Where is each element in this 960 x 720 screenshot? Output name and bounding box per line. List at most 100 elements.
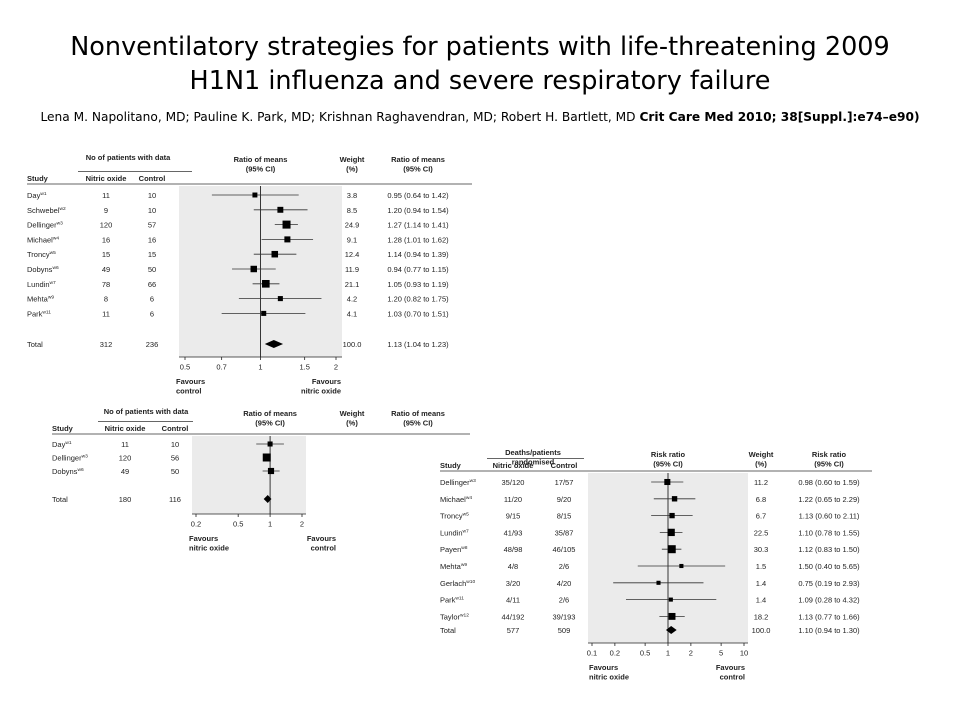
ci-value: 0.95 (0.64 to 1.42) (387, 191, 449, 200)
point-estimate-box (664, 478, 671, 486)
ci-header: Ratio of means (391, 155, 445, 164)
effect-header: Risk ratio (651, 450, 686, 459)
nitric-oxide-count: 35/120 (502, 478, 525, 487)
effect-ci-header: (95% CI) (246, 165, 276, 174)
ci-value: 1.12 (0.83 to 1.50) (798, 545, 860, 554)
nitric-oxide-count: 3/20 (506, 579, 521, 588)
ci-value: 1.13 (0.77 to 1.66) (798, 612, 860, 621)
ci-value: 1.50 (0.40 to 5.65) (798, 562, 860, 571)
control-count: 39/193 (553, 612, 576, 621)
control-count: 17/57 (555, 478, 574, 487)
favours-left-label-2: nitric oxide (589, 673, 629, 682)
x-tick-label: 2 (334, 363, 338, 372)
slide-title: Nonventilatory strategies for patients w… (0, 30, 960, 98)
study-label: Schwebelw2 (27, 206, 66, 215)
ci-value: 1.13 (0.60 to 2.11) (799, 512, 860, 521)
pooled-diamond (264, 340, 284, 348)
study-label: Michaelw4 (440, 495, 472, 504)
ci-value: 1.09 (0.28 to 4.32) (798, 596, 860, 605)
nitric-oxide-count: 15 (102, 250, 110, 259)
weight-value: 18.2 (754, 612, 769, 621)
col1-header: Nitric oxide (86, 174, 127, 183)
total-nitric-oxide: 312 (100, 340, 113, 349)
study-label: Mehtaw9 (440, 562, 467, 571)
point-estimate-box (261, 310, 267, 316)
study-label: Dobynsw6 (27, 265, 59, 274)
control-count: 46/105 (553, 545, 576, 554)
x-tick-label: 2 (300, 520, 304, 529)
point-estimate-box (250, 265, 257, 273)
nitric-oxide-count: 9/15 (506, 512, 521, 521)
x-tick-label: 10 (740, 649, 748, 658)
study-header: Study (52, 424, 74, 433)
favours-left-label-2: nitric oxide (189, 544, 229, 553)
ci-value: 1.20 (0.94 to 1.54) (387, 206, 449, 215)
point-estimate-box (671, 496, 678, 502)
nitric-oxide-count: 16 (102, 235, 110, 244)
x-tick-label: 1 (258, 363, 262, 372)
nitric-oxide-count: 120 (119, 454, 132, 463)
favours-left-label-2: control (176, 387, 201, 396)
nitric-oxide-count: 44/192 (502, 612, 525, 621)
weight-header: Weight (340, 409, 365, 418)
ci-value: 1.27 (1.14 to 1.41) (387, 221, 449, 230)
favours-left-label: Favours (589, 663, 618, 672)
weight-value: 24.9 (345, 221, 360, 230)
control-count: 66 (148, 280, 156, 289)
total-nitric-oxide: 577 (507, 626, 520, 635)
study-label: Parkw11 (27, 309, 51, 318)
study-label: Payenw8 (440, 545, 468, 554)
point-estimate-box (267, 441, 273, 447)
control-count: 56 (171, 454, 179, 463)
col2-header: Control (162, 424, 189, 433)
study-header: Study (27, 174, 49, 183)
favours-right-label: Favours (716, 663, 745, 672)
weight-value: 12.4 (345, 250, 360, 259)
point-estimate-box (262, 453, 271, 462)
effect-ci-header: (95% CI) (255, 419, 285, 428)
total-weight: 100.0 (752, 626, 771, 635)
x-tick-label: 2 (689, 649, 693, 658)
total-label: Total (27, 340, 43, 349)
point-estimate-box (679, 563, 684, 569)
study-label: Troncyw5 (27, 250, 56, 259)
ci-value: 0.75 (0.19 to 2.93) (798, 579, 860, 588)
total-nitric-oxide: 180 (119, 495, 132, 504)
x-tick-label: 1.5 (299, 363, 309, 372)
favours-right-label: Favours (307, 534, 336, 543)
ci-value: 1.28 (1.01 to 1.62) (387, 235, 449, 244)
weight-value: 21.1 (345, 280, 360, 289)
ci-value: 0.98 (0.60 to 1.59) (798, 478, 860, 487)
study-header: Study (440, 461, 462, 470)
weight-value: 1.4 (756, 579, 766, 588)
nitric-oxide-count: 49 (102, 265, 110, 274)
study-label: Troncyw5 (440, 512, 469, 521)
title-line-1: Nonventilatory strategies for patients w… (70, 32, 890, 62)
x-tick-label: 1 (666, 649, 670, 658)
group-header: No of patients with data (104, 407, 189, 416)
col2-header: Control (551, 461, 578, 470)
authors-citation: Lena M. Napolitano, MD; Pauline K. Park,… (40, 107, 920, 127)
x-tick-label: 0.2 (610, 649, 620, 658)
point-estimate-box (267, 467, 275, 475)
point-estimate-box (667, 545, 676, 554)
nitric-oxide-count: 11/20 (504, 495, 522, 504)
control-count: 8/15 (557, 512, 572, 521)
total-weight: 100.0 (343, 340, 362, 349)
total-control: 509 (558, 626, 571, 635)
x-tick-label: 0.1 (587, 649, 597, 658)
control-count: 4/20 (557, 579, 572, 588)
control-count: 10 (171, 440, 179, 449)
weight-header: Weight (749, 450, 774, 459)
effect-header: Ratio of means (243, 409, 297, 418)
control-count: 10 (148, 206, 156, 215)
effect-header: Ratio of means (234, 155, 288, 164)
nitric-oxide-count: 4/11 (506, 596, 520, 605)
ci-value: 1.05 (0.93 to 1.19) (387, 280, 449, 289)
effect-ci-header: (95% CI) (653, 460, 683, 469)
control-count: 50 (148, 265, 156, 274)
weight-header: Weight (340, 155, 365, 164)
control-count: 57 (148, 221, 156, 230)
x-tick-label: 0.5 (640, 649, 650, 658)
